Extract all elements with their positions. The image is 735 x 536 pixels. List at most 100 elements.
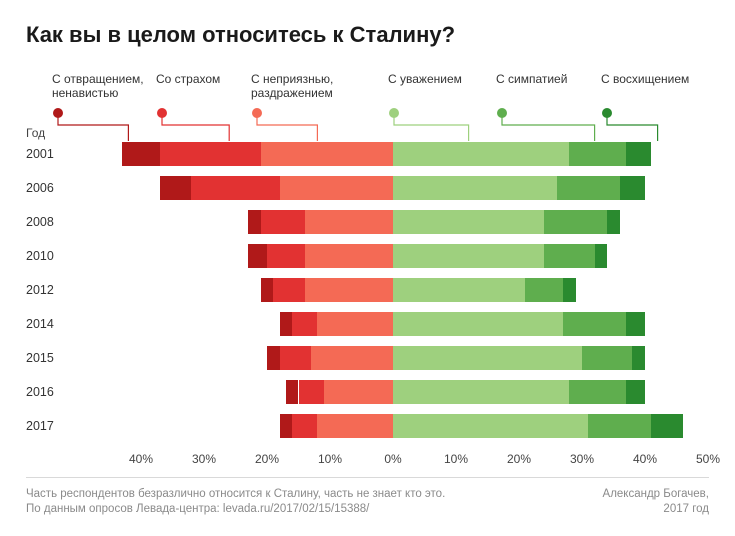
bar-area xyxy=(78,176,708,200)
legend-disgust: С отвращением,ненавистью xyxy=(52,72,144,101)
seg-sympathy xyxy=(588,414,651,438)
legend-hostility: С неприязнью,раздражением xyxy=(251,72,333,101)
seg-fear xyxy=(299,380,324,404)
seg-admiration xyxy=(563,278,576,302)
seg-fear xyxy=(280,346,312,370)
seg-hostility xyxy=(317,312,393,336)
seg-respect xyxy=(393,278,525,302)
row-2006: 2006 xyxy=(26,176,708,200)
chart-title: Как вы в целом относитесь к Сталину? xyxy=(26,22,709,48)
seg-admiration xyxy=(651,414,683,438)
seg-fear xyxy=(292,312,317,336)
x-tick: 50% xyxy=(696,452,720,466)
footer-note: Часть респондентов безразлично относится… xyxy=(26,487,445,518)
bar-area xyxy=(78,414,708,438)
seg-fear xyxy=(292,414,317,438)
seg-disgust xyxy=(280,312,293,336)
seg-fear xyxy=(191,176,279,200)
footer-credit-2: 2017 год xyxy=(663,503,709,515)
year-label: 2008 xyxy=(26,210,66,234)
seg-sympathy xyxy=(582,346,632,370)
x-tick: 20% xyxy=(507,452,531,466)
footer-credit: Александр Богачев, 2017 год xyxy=(603,487,709,518)
footer-note-1: Часть респондентов безразлично относится… xyxy=(26,488,445,500)
x-axis: 40%30%20%10%0%10%20%30%40%50% xyxy=(78,448,708,468)
x-tick: 10% xyxy=(444,452,468,466)
row-2015: 2015 xyxy=(26,346,708,370)
legend-sympathy: С симпатией xyxy=(496,72,567,86)
legend-admiration: С восхищением xyxy=(601,72,689,86)
seg-respect xyxy=(393,414,588,438)
y-axis-label: Год xyxy=(26,126,45,140)
bar-area xyxy=(78,210,708,234)
bar-area xyxy=(78,278,708,302)
seg-sympathy xyxy=(569,142,626,166)
legend-pointers xyxy=(26,108,708,142)
legend-fear: Со страхом xyxy=(156,72,220,86)
bar-area xyxy=(78,380,708,404)
year-label: 2010 xyxy=(26,244,66,268)
seg-fear xyxy=(261,210,305,234)
seg-hostility xyxy=(305,244,393,268)
footer-divider xyxy=(26,477,709,478)
x-tick: 40% xyxy=(633,452,657,466)
seg-disgust xyxy=(286,380,299,404)
seg-hostility xyxy=(324,380,393,404)
seg-fear xyxy=(267,244,305,268)
seg-admiration xyxy=(595,244,608,268)
seg-respect xyxy=(393,380,569,404)
bar-area xyxy=(78,142,708,166)
seg-disgust xyxy=(160,176,192,200)
footer-note-2: По данным опросов Левада-центра: levada.… xyxy=(26,503,369,515)
legend-row: С отвращением,ненавистью Со страхом С непр… xyxy=(26,72,708,104)
x-tick: 20% xyxy=(255,452,279,466)
seg-admiration xyxy=(626,142,651,166)
seg-sympathy xyxy=(569,380,626,404)
footer: Часть респондентов безразлично относится… xyxy=(26,487,709,518)
row-2017: 2017 xyxy=(26,414,708,438)
seg-sympathy xyxy=(525,278,563,302)
seg-sympathy xyxy=(544,244,594,268)
seg-sympathy xyxy=(544,210,607,234)
row-2016: 2016 xyxy=(26,380,708,404)
bar-area xyxy=(78,346,708,370)
year-label: 2012 xyxy=(26,278,66,302)
seg-admiration xyxy=(632,346,645,370)
seg-admiration xyxy=(620,176,645,200)
row-2012: 2012 xyxy=(26,278,708,302)
row-2014: 2014 xyxy=(26,312,708,336)
seg-hostility xyxy=(261,142,393,166)
row-2008: 2008 xyxy=(26,210,708,234)
year-label: 2006 xyxy=(26,176,66,200)
x-tick: 40% xyxy=(129,452,153,466)
x-tick: 30% xyxy=(192,452,216,466)
seg-sympathy xyxy=(563,312,626,336)
x-tick: 10% xyxy=(318,452,342,466)
year-label: 2014 xyxy=(26,312,66,336)
year-label: 2015 xyxy=(26,346,66,370)
seg-hostility xyxy=(305,278,393,302)
seg-disgust xyxy=(248,244,267,268)
seg-disgust xyxy=(280,414,293,438)
bar-area xyxy=(78,312,708,336)
seg-fear xyxy=(273,278,305,302)
seg-admiration xyxy=(626,312,645,336)
year-label: 2016 xyxy=(26,380,66,404)
seg-respect xyxy=(393,346,582,370)
seg-respect xyxy=(393,142,569,166)
chart: С отвращением,ненавистью Со страхом С непр… xyxy=(26,72,708,468)
bar-area xyxy=(78,244,708,268)
row-2001: 2001 xyxy=(26,142,708,166)
year-label: 2001 xyxy=(26,142,66,166)
seg-respect xyxy=(393,210,544,234)
x-tick: 0% xyxy=(384,452,401,466)
seg-respect xyxy=(393,244,544,268)
seg-respect xyxy=(393,176,557,200)
seg-disgust xyxy=(261,278,274,302)
seg-hostility xyxy=(317,414,393,438)
seg-fear xyxy=(160,142,261,166)
seg-admiration xyxy=(607,210,620,234)
seg-respect xyxy=(393,312,563,336)
chart-body: Год 40%30%20%10%0%10%20%30%40%50% 200120… xyxy=(26,142,708,468)
seg-disgust xyxy=(248,210,261,234)
